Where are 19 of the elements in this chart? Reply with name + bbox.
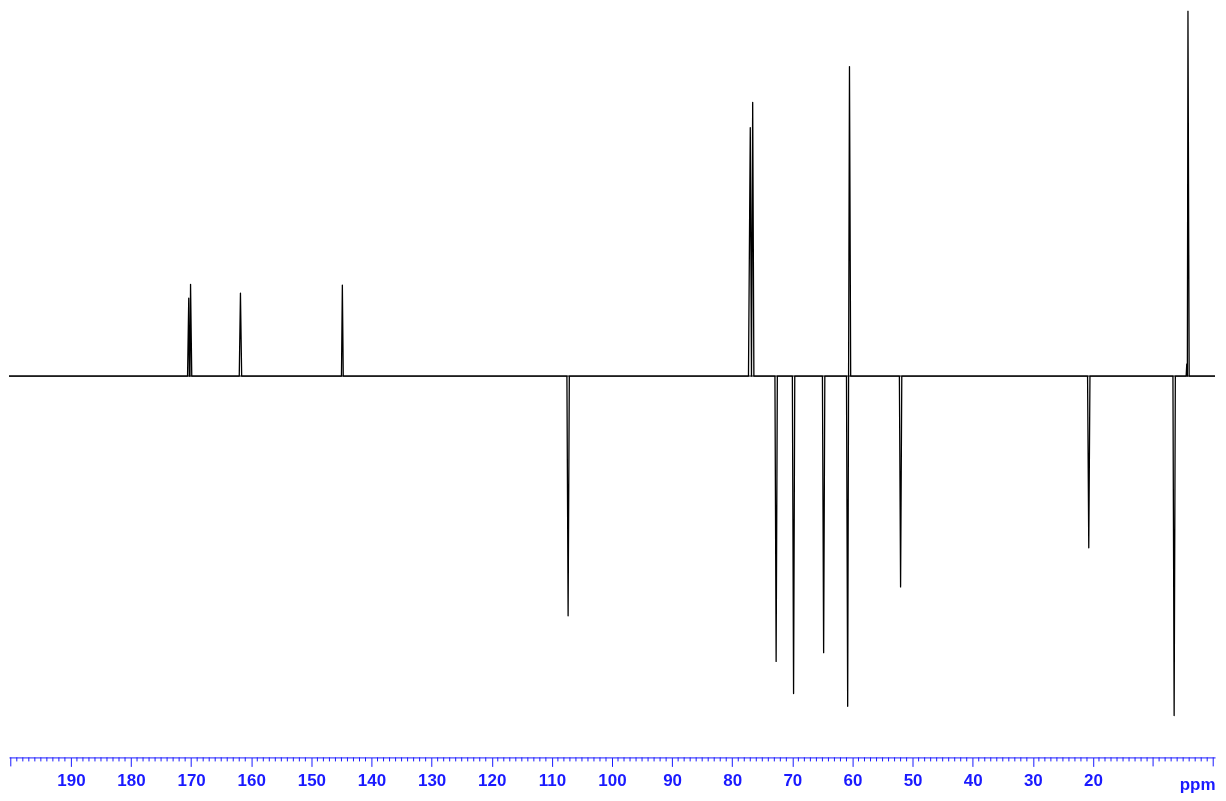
x-tick-label: 90 xyxy=(663,770,683,790)
x-axis-title: ppm xyxy=(1179,774,1216,794)
x-tick-label: 120 xyxy=(478,770,507,790)
x-tick-label: 50 xyxy=(903,770,923,790)
x-tick-label: 110 xyxy=(538,770,567,790)
x-tick-label: 80 xyxy=(723,770,743,790)
x-tick-label: 60 xyxy=(843,770,863,790)
x-tick-label: 190 xyxy=(57,770,86,790)
x-tick-label: 140 xyxy=(357,770,387,790)
x-tick-label: 170 xyxy=(177,770,206,790)
x-tick-label: 30 xyxy=(1023,770,1043,790)
x-tick-label: 40 xyxy=(963,770,983,790)
x-tick-label: 100 xyxy=(598,770,627,790)
x-tick-label: 130 xyxy=(417,770,447,790)
x-tick-label: 20 xyxy=(1084,770,1103,790)
x-tick-label: 150 xyxy=(297,770,327,790)
x-tick-label: 70 xyxy=(783,770,803,790)
x-tick-label: 160 xyxy=(237,770,266,790)
x-tick-label: 180 xyxy=(117,770,146,790)
